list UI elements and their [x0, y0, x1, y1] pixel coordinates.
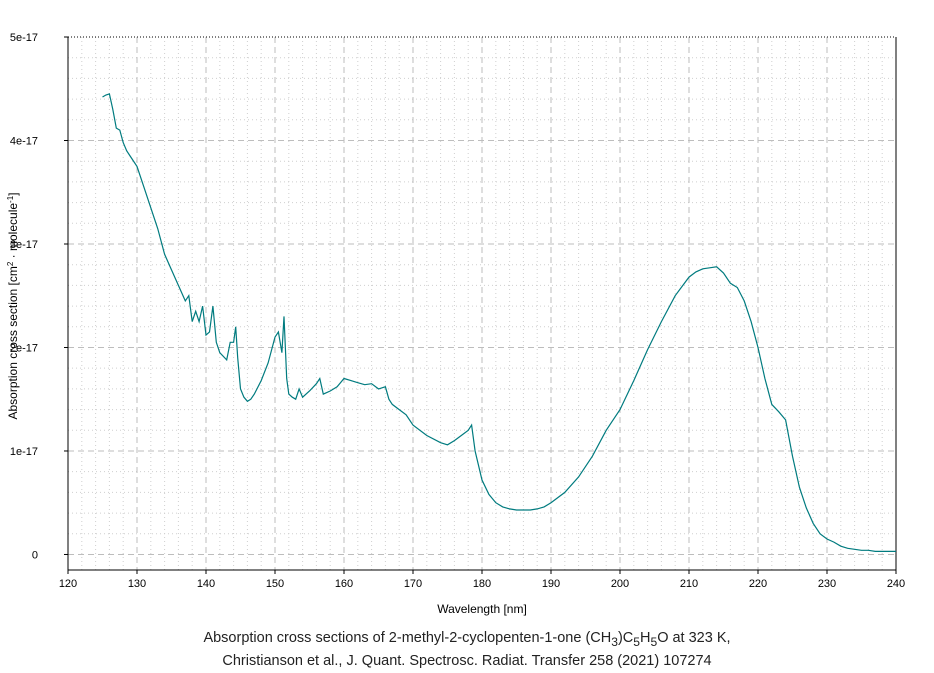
caption-line-1: Absorption cross sections of 2-methyl-2-…	[0, 630, 934, 649]
y-axis-title-part: ]	[6, 192, 20, 195]
y-tick-label: 1e-17	[10, 446, 38, 458]
y-axis-title-part: · molecule	[6, 203, 20, 262]
y-axis-title-sup: 2	[6, 261, 15, 266]
x-tick-label: 130	[128, 578, 146, 590]
caption-text: H	[639, 630, 651, 646]
caption-subscript: 5	[633, 634, 640, 649]
absorption-chart: 120 130 140 150 160 170 180 190 200 210 220 230 240 …	[6, 32, 906, 616]
y-axis-title-part: Absorption cross section [cm	[6, 266, 20, 419]
series-line	[102, 93, 896, 552]
y-tick-label: 5e-17	[10, 32, 38, 44]
chart-grid	[68, 36, 896, 570]
x-axis-ticks: 120 130 140 150 160 170 180 190 200 210 220 230 240	[59, 570, 905, 590]
x-tick-label: 150	[266, 578, 284, 590]
y-tick-label: 4e-17	[10, 135, 38, 147]
x-tick-label: 180	[473, 578, 491, 590]
y-tick-label: 3e-17	[10, 239, 38, 251]
caption-text: Absorption cross sections of 2-methyl-2-…	[203, 630, 612, 646]
x-tick-label: 170	[404, 578, 422, 590]
caption-subscript: 5	[650, 634, 658, 649]
caption-text: )C	[617, 630, 634, 646]
y-axis-title-sup: -1	[6, 195, 15, 203]
x-tick-label: 190	[542, 578, 560, 590]
x-tick-label: 240	[887, 578, 905, 590]
y-axis-ticks: 0 1e-17 2e-17 3e-17 4e-17 5e-17	[10, 32, 68, 561]
x-tick-label: 220	[749, 578, 767, 590]
caption-text: O at 323 K,	[657, 630, 731, 646]
x-axis-title: Wavelength [nm]	[437, 602, 527, 616]
y-axis-title: Absorption cross section [cm2 · molecule…	[6, 192, 21, 419]
caption-subscript: 3	[611, 634, 618, 649]
y-tick-label: 2e-17	[10, 342, 38, 354]
x-tick-label: 120	[59, 578, 77, 590]
x-tick-label: 210	[680, 578, 698, 590]
x-tick-label: 160	[335, 578, 353, 590]
caption-line-2: Christianson et al., J. Quant. Spectrosc…	[222, 653, 712, 669]
x-tick-label: 140	[197, 578, 215, 590]
y-tick-label: 0	[32, 549, 38, 561]
x-tick-label: 230	[818, 578, 836, 590]
x-tick-label: 200	[611, 578, 629, 590]
